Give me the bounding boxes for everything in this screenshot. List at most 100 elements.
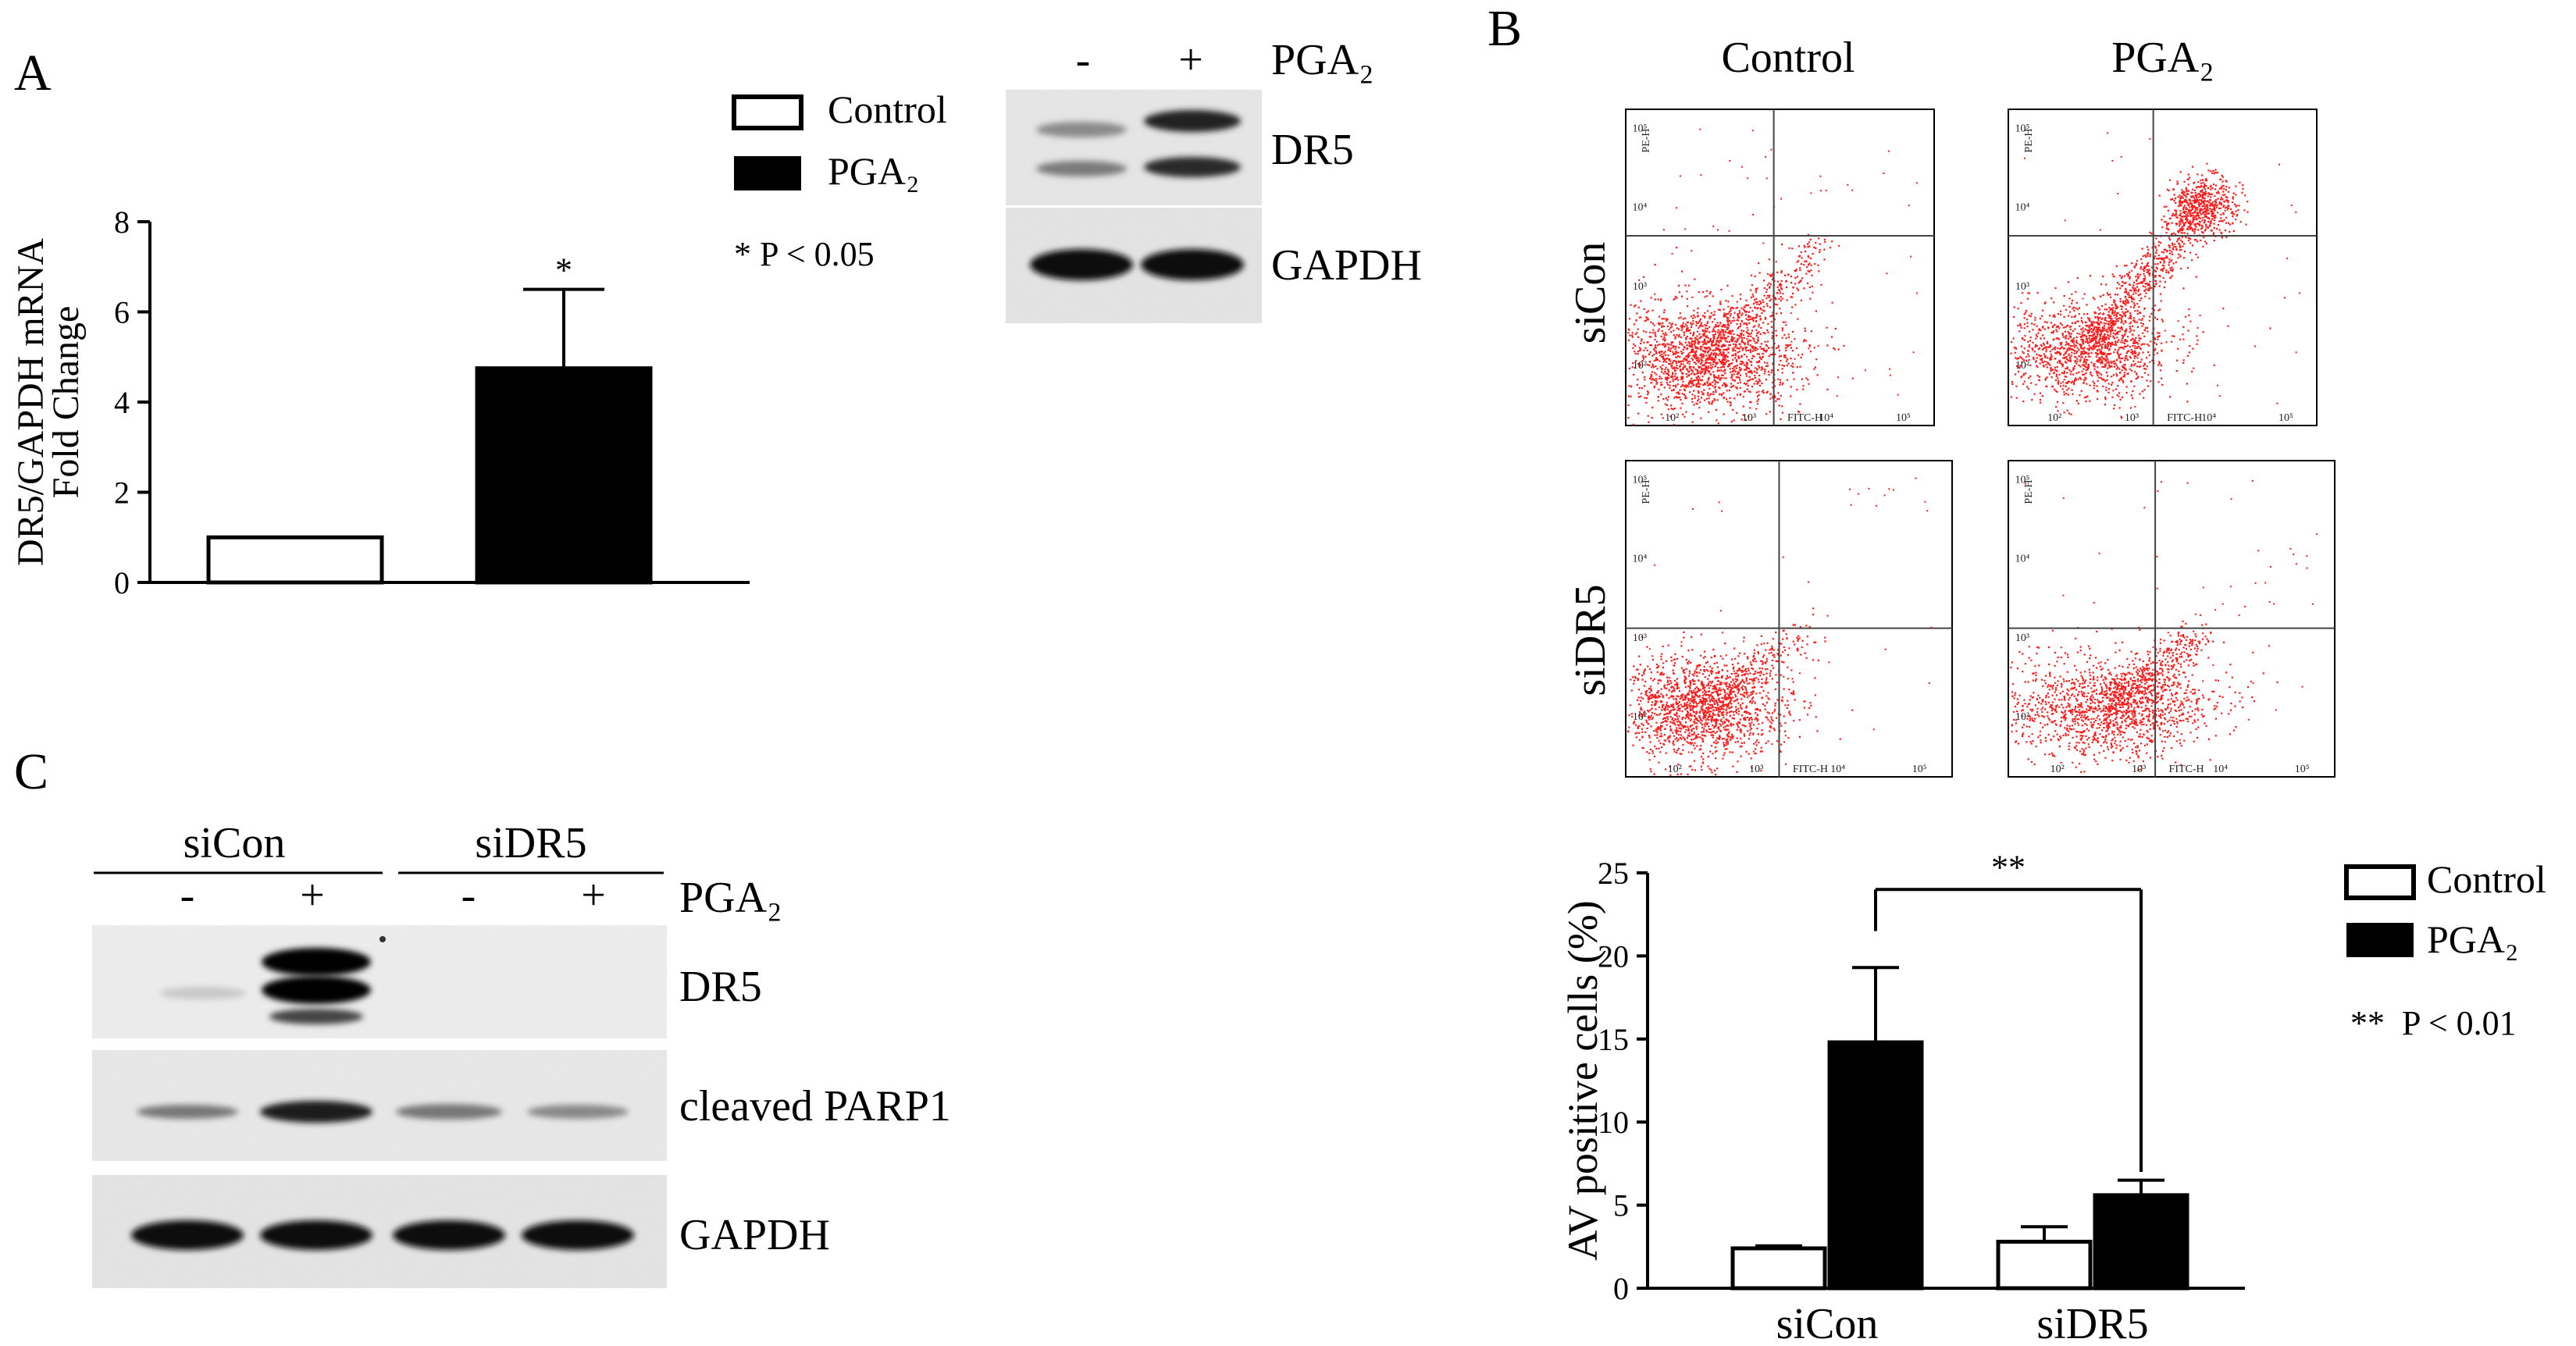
lane-label: -	[461, 871, 476, 920]
legend-swatch-treated	[734, 156, 801, 191]
bar-sidr5-0	[1996, 1239, 2093, 1291]
flow-y-tick: 10⁵	[1633, 123, 1648, 134]
flow-x-tick: 10³	[1749, 764, 1763, 775]
lane-label: -	[180, 871, 195, 920]
bar-pga₂	[475, 366, 653, 585]
y-tick-label: 25	[1598, 856, 1629, 891]
flow-y-tick: 10³	[2015, 632, 2029, 644]
y-tick-label: 10	[1598, 1105, 1629, 1140]
flow-y-axis-label: PE-H	[2023, 479, 2035, 504]
flow-row-label-sidr5: siDR5	[1566, 584, 1615, 696]
flow-x-tick: 10⁵	[2278, 412, 2293, 424]
flow-plot-0: 10² 10² 10³ 10³ 10⁴ 10⁴ 10⁵ 10⁵ FITC-H PE-H	[1625, 109, 1935, 426]
blot-band	[269, 1009, 363, 1024]
flow-x-tick: 10²	[1668, 764, 1682, 775]
y-tick-label: 8	[114, 205, 130, 240]
blot-band	[396, 1104, 502, 1120]
blot-strip-dr5	[92, 925, 667, 1038]
legend-swatch-treated	[2346, 923, 2414, 957]
flow-x-tick: 10³	[1742, 412, 1756, 424]
flow-y-axis-label: PE-H	[1641, 128, 1652, 152]
flow-y-tick: 10⁵	[2015, 123, 2030, 134]
blot-band	[1036, 161, 1127, 176]
blot-band	[262, 976, 371, 1004]
lane-label: +	[1178, 36, 1203, 84]
flow-plot-frame	[1625, 109, 1935, 426]
y-axis-label: AV positive cells (%)	[1559, 900, 1606, 1260]
blot-band	[1144, 157, 1241, 177]
legend-swatch-control	[2344, 864, 2416, 900]
flow-row-label-sicon: siCon	[1566, 242, 1615, 344]
y-tick-label: 5	[1613, 1188, 1629, 1223]
y-tick-label: 0	[114, 565, 130, 600]
flow-x-tick: 10⁵	[1896, 412, 1911, 424]
flow-x-tick: 10³	[2132, 764, 2146, 775]
blot-band	[1036, 122, 1127, 137]
flow-plot-2: 10² 10² 10³ 10³ 10⁴ 10⁴ 10⁵ 10⁵ FITC-H PE-H	[1625, 460, 1953, 778]
flow-y-tick: 10⁴	[2015, 202, 2030, 214]
bar-control	[206, 535, 384, 585]
blot-strip-gapdh	[1006, 208, 1262, 323]
lane-label: -	[1076, 36, 1091, 84]
panel-letter-a: A	[14, 45, 52, 101]
y-tick-label: 20	[1598, 938, 1629, 974]
flow-y-tick: 10⁴	[1633, 554, 1648, 565]
blot-row-label-dr5: DR5	[1271, 126, 1354, 174]
flow-y-tick: 10³	[1633, 632, 1647, 644]
flow-x-tick: 10⁴	[1819, 412, 1833, 424]
blot-band	[527, 1105, 629, 1119]
chart-b: 0 5 10 15 20 25 AV positive cells (%) siCon siDR…	[1559, 848, 2245, 1346]
flow-events	[1627, 128, 1919, 426]
y-axis-label: Fold Change	[45, 306, 87, 499]
legend-swatch-control	[732, 94, 803, 130]
flow-x-axis-label: FITC-H	[2167, 412, 2202, 424]
blot-band	[1030, 249, 1133, 280]
x-tick-label: siDR5	[2036, 1300, 2148, 1346]
flow-x-tick: 10³	[2125, 412, 2139, 424]
treatment-label: PGA₂	[1271, 36, 1374, 84]
flow-y-axis-label: PE-H	[1641, 479, 1652, 504]
blot-row-label-gapdh: GAPDH	[1271, 241, 1422, 290]
flow-x-tick: 10²	[1665, 412, 1679, 424]
flow-y-tick: 10³	[1633, 281, 1647, 293]
flow-y-tick: 10²	[1633, 360, 1647, 372]
blot-band	[522, 1220, 634, 1250]
y-tick-label: 0	[1613, 1271, 1629, 1306]
flow-y-tick: 10³	[2015, 281, 2029, 293]
legend-label-control: Control	[2427, 857, 2546, 901]
lane-label: +	[300, 871, 325, 920]
x-tick-label: siCon	[1776, 1300, 1879, 1346]
western-blot-a: - + PGA₂ DR5 GAPDH	[1006, 36, 1422, 323]
blot-band	[1144, 110, 1241, 132]
flow-y-tick: 10⁴	[1633, 202, 1648, 214]
group-label-sidr5: siDR5	[475, 819, 586, 867]
blot-band	[1141, 249, 1244, 280]
blot-band	[260, 1101, 372, 1123]
flow-x-tick: 10⁵	[2295, 764, 2310, 775]
treatment-label: PGA₂	[679, 874, 782, 922]
flow-y-tick: 10²	[2015, 711, 2029, 723]
bar-sicon-0	[1730, 1246, 1827, 1291]
blot-row-label-cleaved-parp1: cleaved PARP1	[679, 1082, 951, 1131]
flow-x-axis-label: FITC-H	[2169, 764, 2204, 775]
flow-y-tick: 10⁴	[2015, 554, 2030, 565]
y-tick-label: 15	[1598, 1022, 1629, 1057]
significance-note-b: ** P < 0.01	[2350, 1004, 2517, 1042]
y-axis-label: DR5/GAPDH mRNA	[10, 238, 52, 566]
blot-strip-dr5	[1006, 90, 1262, 205]
flow-cytometry-grid: 10²10²10³10³10⁴10⁴10⁵10⁵FITC-HPE-H10²10²…	[1625, 109, 2336, 778]
flow-x-axis-label: FITC-H	[1787, 412, 1822, 424]
y-tick-label: 4	[114, 385, 130, 420]
blot-row-label-dr5: DR5	[679, 963, 762, 1011]
flow-events	[2010, 132, 2301, 419]
flow-x-tick: 10⁵	[1912, 764, 1927, 775]
panel-letter-b: B	[1488, 0, 1522, 57]
flow-x-axis-label: FITC-H	[1793, 764, 1828, 775]
legend-label-treated: PGA₂	[2427, 917, 2518, 961]
flow-y-axis-label: PE-H	[2023, 128, 2035, 152]
flow-x-tick: 10²	[2050, 764, 2065, 775]
flow-x-tick: 10⁴	[1830, 764, 1845, 775]
flow-events	[2010, 480, 2318, 773]
